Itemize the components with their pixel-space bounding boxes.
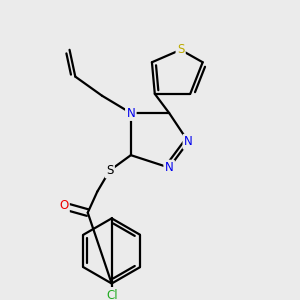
Text: N: N (165, 161, 173, 174)
Text: S: S (177, 43, 184, 56)
Text: N: N (127, 106, 135, 119)
Text: O: O (59, 200, 68, 212)
Text: N: N (184, 135, 193, 148)
Text: Cl: Cl (106, 289, 118, 300)
Text: S: S (106, 164, 113, 177)
